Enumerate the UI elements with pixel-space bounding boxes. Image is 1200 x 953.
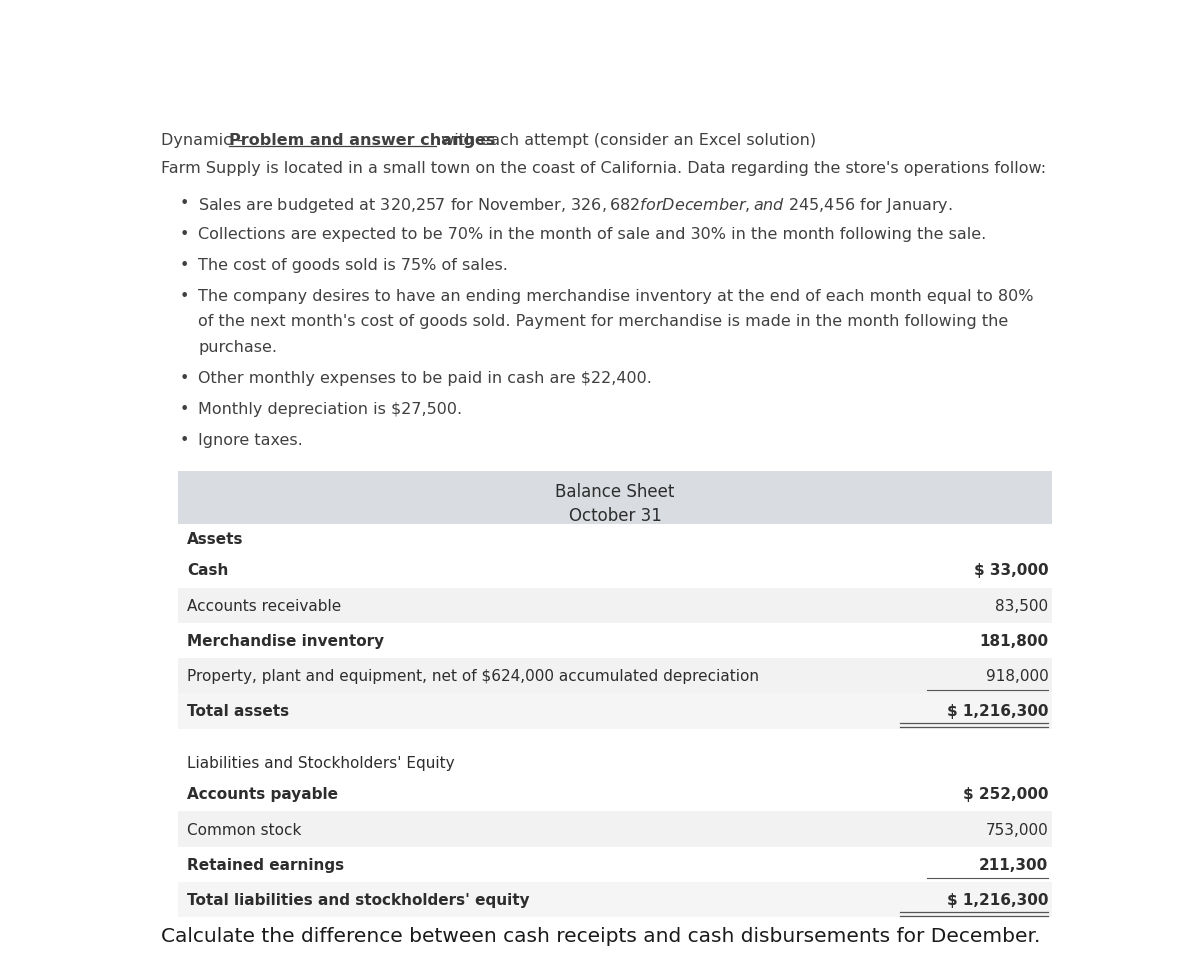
Text: Retained earnings: Retained earnings [187, 857, 344, 872]
Text: Calculate the difference between cash receipts and cash disbursements for Decemb: Calculate the difference between cash re… [161, 926, 1040, 945]
Text: Sales are budgeted at 320,257 for November, $ 326,682  for December, and $ 245,4: Sales are budgeted at 320,257 for Novemb… [198, 195, 953, 214]
Text: 753,000: 753,000 [985, 821, 1049, 837]
Text: Cash: Cash [187, 563, 228, 578]
Text: purchase.: purchase. [198, 339, 277, 355]
Text: October 31: October 31 [569, 507, 661, 525]
FancyBboxPatch shape [178, 729, 1052, 748]
Text: Common stock: Common stock [187, 821, 301, 837]
Text: 211,300: 211,300 [979, 857, 1049, 872]
Text: The company desires to have an ending merchandise inventory at the end of each m: The company desires to have an ending me… [198, 288, 1034, 303]
FancyBboxPatch shape [178, 588, 1052, 623]
FancyBboxPatch shape [178, 553, 1052, 588]
Text: with each attempt (consider an Excel solution): with each attempt (consider an Excel sol… [436, 132, 816, 148]
Text: 83,500: 83,500 [995, 598, 1049, 613]
Text: Merchandise inventory: Merchandise inventory [187, 634, 384, 648]
FancyBboxPatch shape [178, 777, 1052, 812]
FancyBboxPatch shape [178, 659, 1052, 694]
Text: $ 252,000: $ 252,000 [962, 786, 1049, 801]
Text: Liabilities and Stockholders' Equity: Liabilities and Stockholders' Equity [187, 755, 455, 770]
Text: $ 33,000: $ 33,000 [973, 563, 1049, 578]
Text: Accounts receivable: Accounts receivable [187, 598, 342, 613]
FancyBboxPatch shape [178, 748, 1052, 777]
Text: $ 1,216,300: $ 1,216,300 [947, 703, 1049, 719]
Text: •: • [180, 432, 190, 447]
FancyBboxPatch shape [178, 812, 1052, 847]
Text: Monthly depreciation is $27,500.: Monthly depreciation is $27,500. [198, 401, 462, 416]
Text: Other monthly expenses to be paid in cash are $22,400.: Other monthly expenses to be paid in cas… [198, 371, 653, 385]
Text: Farm Supply is located in a small town on the coast of California. Data regardin: Farm Supply is located in a small town o… [161, 161, 1046, 175]
FancyBboxPatch shape [178, 623, 1052, 659]
Text: Problem and answer changes: Problem and answer changes [229, 132, 496, 148]
Text: •: • [180, 227, 190, 242]
Text: •: • [180, 288, 190, 303]
FancyBboxPatch shape [178, 472, 1052, 524]
FancyBboxPatch shape [178, 882, 1052, 918]
Text: Ignore taxes.: Ignore taxes. [198, 432, 304, 447]
FancyBboxPatch shape [178, 694, 1052, 729]
Text: The cost of goods sold is 75% of sales.: The cost of goods sold is 75% of sales. [198, 257, 509, 273]
Text: •: • [180, 401, 190, 416]
Text: Dynamic -: Dynamic - [161, 132, 248, 148]
Text: Collections are expected to be 70% in the month of sale and 30% in the month fol: Collections are expected to be 70% in th… [198, 227, 986, 242]
Text: of the next month's cost of goods sold. Payment for merchandise is made in the m: of the next month's cost of goods sold. … [198, 314, 1009, 329]
FancyBboxPatch shape [178, 847, 1052, 882]
Text: Property, plant and equipment, net of $624,000 accumulated depreciation: Property, plant and equipment, net of $6… [187, 668, 760, 683]
Text: 918,000: 918,000 [985, 668, 1049, 683]
Text: $ 1,216,300: $ 1,216,300 [947, 892, 1049, 907]
Text: •: • [180, 257, 190, 273]
Text: Balance Sheet: Balance Sheet [556, 483, 674, 500]
Text: •: • [180, 371, 190, 385]
FancyBboxPatch shape [178, 524, 1052, 553]
Text: •: • [180, 195, 190, 211]
Text: Total assets: Total assets [187, 703, 289, 719]
Text: Accounts payable: Accounts payable [187, 786, 338, 801]
Text: Assets: Assets [187, 531, 244, 546]
Text: 181,800: 181,800 [979, 634, 1049, 648]
Text: Total liabilities and stockholders' equity: Total liabilities and stockholders' equi… [187, 892, 530, 907]
